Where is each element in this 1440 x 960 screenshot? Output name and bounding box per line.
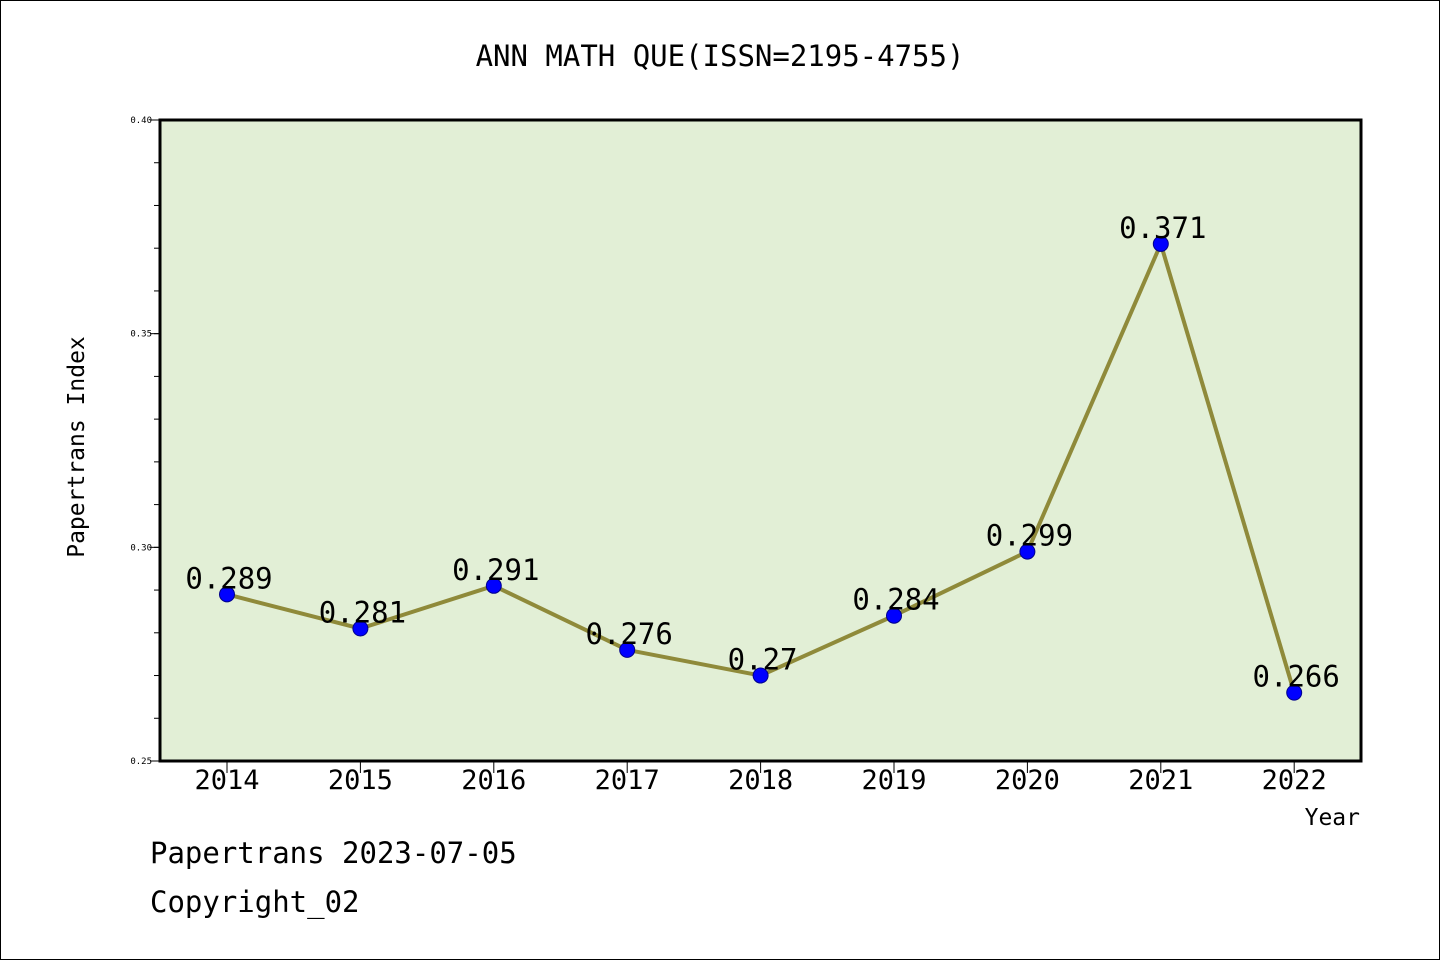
x-tick-label: 2018 bbox=[728, 765, 793, 796]
y-tick-label: 0.35 bbox=[130, 330, 152, 340]
data-point bbox=[619, 641, 636, 658]
plot-area bbox=[160, 120, 1361, 761]
data-points bbox=[219, 235, 1303, 701]
x-tick-label: 2021 bbox=[1128, 765, 1193, 796]
x-tick-label: 2022 bbox=[1262, 765, 1327, 796]
x-axis-label: Year bbox=[1305, 805, 1360, 831]
data-point bbox=[1286, 684, 1303, 701]
x-tick-label: 2014 bbox=[194, 765, 259, 796]
data-point bbox=[1019, 543, 1036, 560]
data-label: 0.371 bbox=[1119, 211, 1206, 245]
data-point bbox=[752, 667, 769, 684]
x-tick-label: 2017 bbox=[595, 765, 660, 796]
data-labels: 0.289 0.281 0.291 0.276 0.27 0.284 0.299 0.371 0… bbox=[185, 211, 1340, 694]
data-point bbox=[886, 607, 902, 624]
x-axis: 2014 2015 2016 2017 2018 2019 2020 2021 2022 bbox=[194, 761, 1327, 796]
y-tick-label: 0.25 bbox=[130, 757, 152, 767]
data-label: 0.281 bbox=[319, 596, 406, 630]
x-tick-label: 2015 bbox=[328, 765, 393, 796]
y-axis: 0.25 0.30 0.35 0.40 bbox=[130, 116, 160, 767]
data-label: 0.291 bbox=[452, 553, 539, 587]
y-axis-label: Papertrans Index bbox=[64, 336, 90, 558]
data-point bbox=[219, 586, 235, 603]
data-label: 0.276 bbox=[586, 617, 673, 651]
data-label: 0.284 bbox=[852, 583, 939, 617]
x-tick-label: 2016 bbox=[461, 765, 526, 796]
footer-date: Papertrans 2023-07-05 bbox=[150, 836, 517, 870]
y-tick-label: 0.30 bbox=[130, 543, 152, 553]
x-tick-label: 2019 bbox=[861, 765, 926, 796]
data-label: 0.289 bbox=[185, 561, 272, 595]
data-label: 0.27 bbox=[728, 643, 798, 677]
plot-border bbox=[158, 118, 1363, 763]
x-tick-label: 2020 bbox=[995, 765, 1060, 796]
data-label: 0.266 bbox=[1253, 660, 1340, 694]
data-point bbox=[485, 577, 502, 594]
chart-title: ANN MATH QUE(ISSN=2195-4755) bbox=[476, 39, 965, 73]
data-label: 0.299 bbox=[986, 519, 1073, 553]
y-tick-label: 0.40 bbox=[130, 116, 152, 126]
footer-copyright: Copyright_02 bbox=[150, 885, 360, 919]
data-point bbox=[352, 620, 369, 637]
data-point bbox=[1152, 235, 1169, 252]
